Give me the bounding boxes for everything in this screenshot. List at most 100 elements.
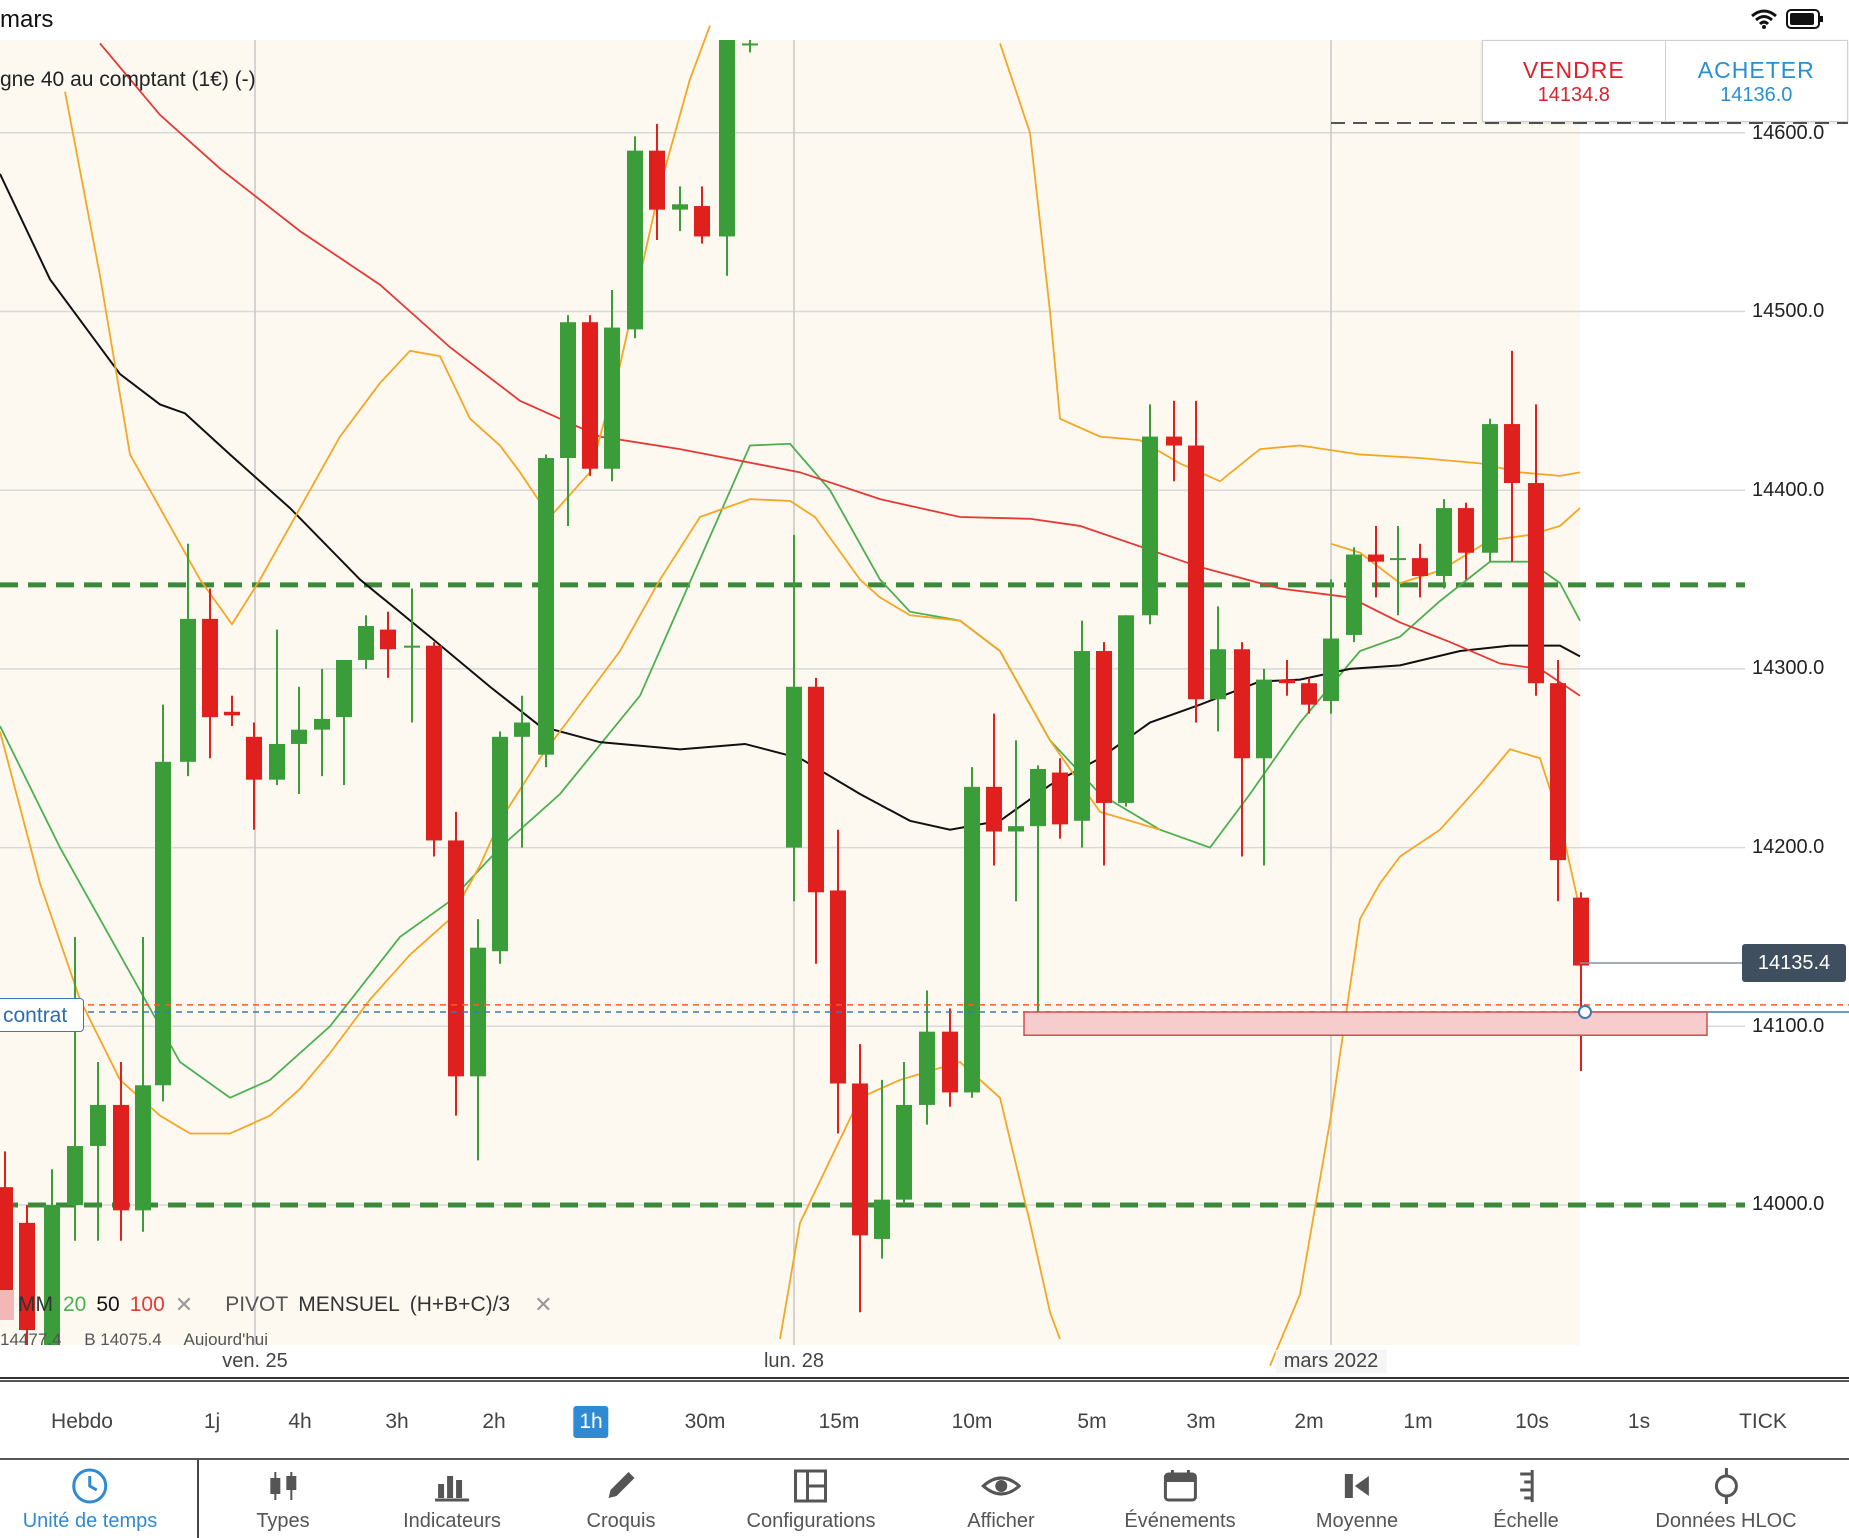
bollinger-lower-line: [0, 498, 1161, 1135]
candle-body: [896, 1104, 912, 1200]
candle-body: [1482, 424, 1498, 553]
candle-body: [246, 736, 262, 780]
tool-configurations[interactable]: Configurations: [747, 1466, 875, 1533]
candle-body: [1188, 445, 1204, 700]
layout-icon: [794, 1469, 828, 1503]
scale-icon: [1519, 1470, 1534, 1502]
tool-label: Données HLOC: [1655, 1510, 1797, 1532]
timeframe-1h[interactable]: 1h: [573, 1406, 609, 1438]
timeframe-hebdo[interactable]: Hebdo: [51, 1410, 113, 1433]
candle-body: [1412, 558, 1428, 576]
tool-label: Échelle: [1493, 1510, 1559, 1532]
tool-events[interactable]: Événements: [1124, 1466, 1236, 1533]
sell-price: 14134.8: [1537, 84, 1610, 106]
candle-body: [604, 327, 620, 469]
candle-body: [67, 1146, 83, 1205]
pencil-icon: [608, 1472, 635, 1498]
bollinger-upper-line: [999, 43, 1581, 483]
timeframe-tick[interactable]: TICK: [1739, 1410, 1787, 1433]
candle-body: [1008, 826, 1024, 832]
legend-value: Aujourd'hui: [183, 1330, 269, 1346]
tool-label: Afficher: [967, 1510, 1035, 1532]
candle-body: [180, 618, 196, 762]
candle-body: [672, 204, 688, 210]
candle-body: [627, 150, 643, 330]
timeframe-10m[interactable]: 10m: [951, 1410, 993, 1433]
candle-body: [694, 206, 710, 237]
tool-average[interactable]: Moyenne: [1316, 1466, 1398, 1533]
candle-body: [113, 1104, 129, 1211]
candle-body: [1166, 436, 1182, 446]
candle-body: [202, 618, 218, 718]
candle-body: [986, 786, 1002, 832]
candle-body: [874, 1199, 890, 1239]
tool-label: Unité de temps: [22, 1510, 158, 1532]
tool-scale[interactable]: Échelle: [1493, 1466, 1559, 1533]
legend-values: 14477.4 B 14075.4 Aujourd'hui: [0, 1330, 286, 1346]
buy-button[interactable]: ACHETER 14136.0: [1664, 41, 1848, 121]
tool-indicators[interactable]: Indicateurs: [403, 1466, 501, 1533]
price-tick: 14000.0: [1752, 1193, 1825, 1215]
candle-body: [1301, 683, 1317, 705]
candle-body: [44, 1205, 60, 1345]
timeframe-15m[interactable]: 15m: [818, 1410, 860, 1433]
candle-body: [155, 761, 171, 1086]
candle-body: [1052, 772, 1068, 825]
instrument-label: gne 40 au comptant (1€) (-): [0, 68, 256, 91]
candle-body: [404, 645, 420, 648]
status-bar: mars: [0, 0, 1849, 40]
candle-body: [380, 629, 396, 650]
timeframe-5m[interactable]: 5m: [1077, 1410, 1107, 1433]
candle-body: [1504, 424, 1520, 484]
bottom-toolbar: Unité de temps Types Indicateurs Croquis…: [0, 1458, 1849, 1538]
price-tick: 14300.0: [1752, 657, 1825, 679]
calendar-icon: [1163, 1470, 1197, 1502]
average-icon: [1345, 1474, 1369, 1498]
contract-tag[interactable]: contrat: [0, 998, 84, 1032]
candle-body: [1368, 554, 1384, 562]
tool-hloc-data[interactable]: Données HLOC: [1655, 1466, 1797, 1533]
candle-body: [1279, 679, 1295, 684]
timeframe-2h[interactable]: 2h: [482, 1410, 506, 1433]
candle-body: [964, 786, 980, 1093]
tool-types[interactable]: Types: [256, 1466, 310, 1533]
candle-body: [514, 722, 530, 737]
candle-body: [1573, 897, 1589, 966]
timeframe-3m[interactable]: 3m: [1186, 1410, 1216, 1433]
candle-body: [291, 729, 307, 744]
price-zone: [1023, 1011, 1708, 1036]
sell-button[interactable]: VENDRE 14134.8: [1483, 41, 1665, 121]
candle-body: [786, 686, 802, 848]
candle-body: [560, 322, 576, 459]
candle-body: [1210, 649, 1226, 700]
timeframe-1j[interactable]: 1j: [203, 1410, 221, 1433]
clock-icon: [72, 1468, 108, 1504]
timeframe-bar: Hebdo 1j 4h 3h 2h 1h 30m 15m 10m 5m 3m 2…: [0, 1380, 1849, 1460]
pivot-label: PIVOT: [225, 1293, 289, 1316]
close-mm-icon[interactable]: ✕: [174, 1292, 194, 1317]
candle-body: [538, 458, 554, 755]
candle-body: [314, 718, 330, 730]
candle-body: [19, 1222, 35, 1331]
timeframe-3h[interactable]: 3h: [385, 1410, 409, 1433]
tool-sketch[interactable]: Croquis: [587, 1466, 655, 1533]
candles-icon: [269, 1472, 296, 1500]
price-chart[interactable]: [0, 0, 1849, 1380]
timeframe-30m[interactable]: 30m: [684, 1410, 726, 1433]
price-tick: 14600.0: [1752, 122, 1825, 144]
candle-body: [1256, 679, 1272, 759]
tool-display[interactable]: Afficher: [967, 1466, 1035, 1533]
sell-label: VENDRE: [1522, 57, 1625, 83]
close-pivot-icon[interactable]: ✕: [534, 1292, 553, 1317]
candle-body: [742, 43, 758, 46]
candle-body: [830, 890, 846, 1084]
candle-body: [426, 645, 442, 841]
tool-timeframe[interactable]: Unité de temps: [22, 1466, 158, 1533]
timeframe-10s[interactable]: 10s: [1515, 1410, 1549, 1433]
candle-body: [852, 1083, 868, 1236]
candle-body: [448, 840, 464, 1077]
timeframe-1m[interactable]: 1m: [1403, 1410, 1433, 1433]
timeframe-2m[interactable]: 2m: [1294, 1410, 1324, 1433]
timeframe-1s[interactable]: 1s: [1627, 1410, 1651, 1433]
timeframe-4h[interactable]: 4h: [288, 1410, 312, 1433]
